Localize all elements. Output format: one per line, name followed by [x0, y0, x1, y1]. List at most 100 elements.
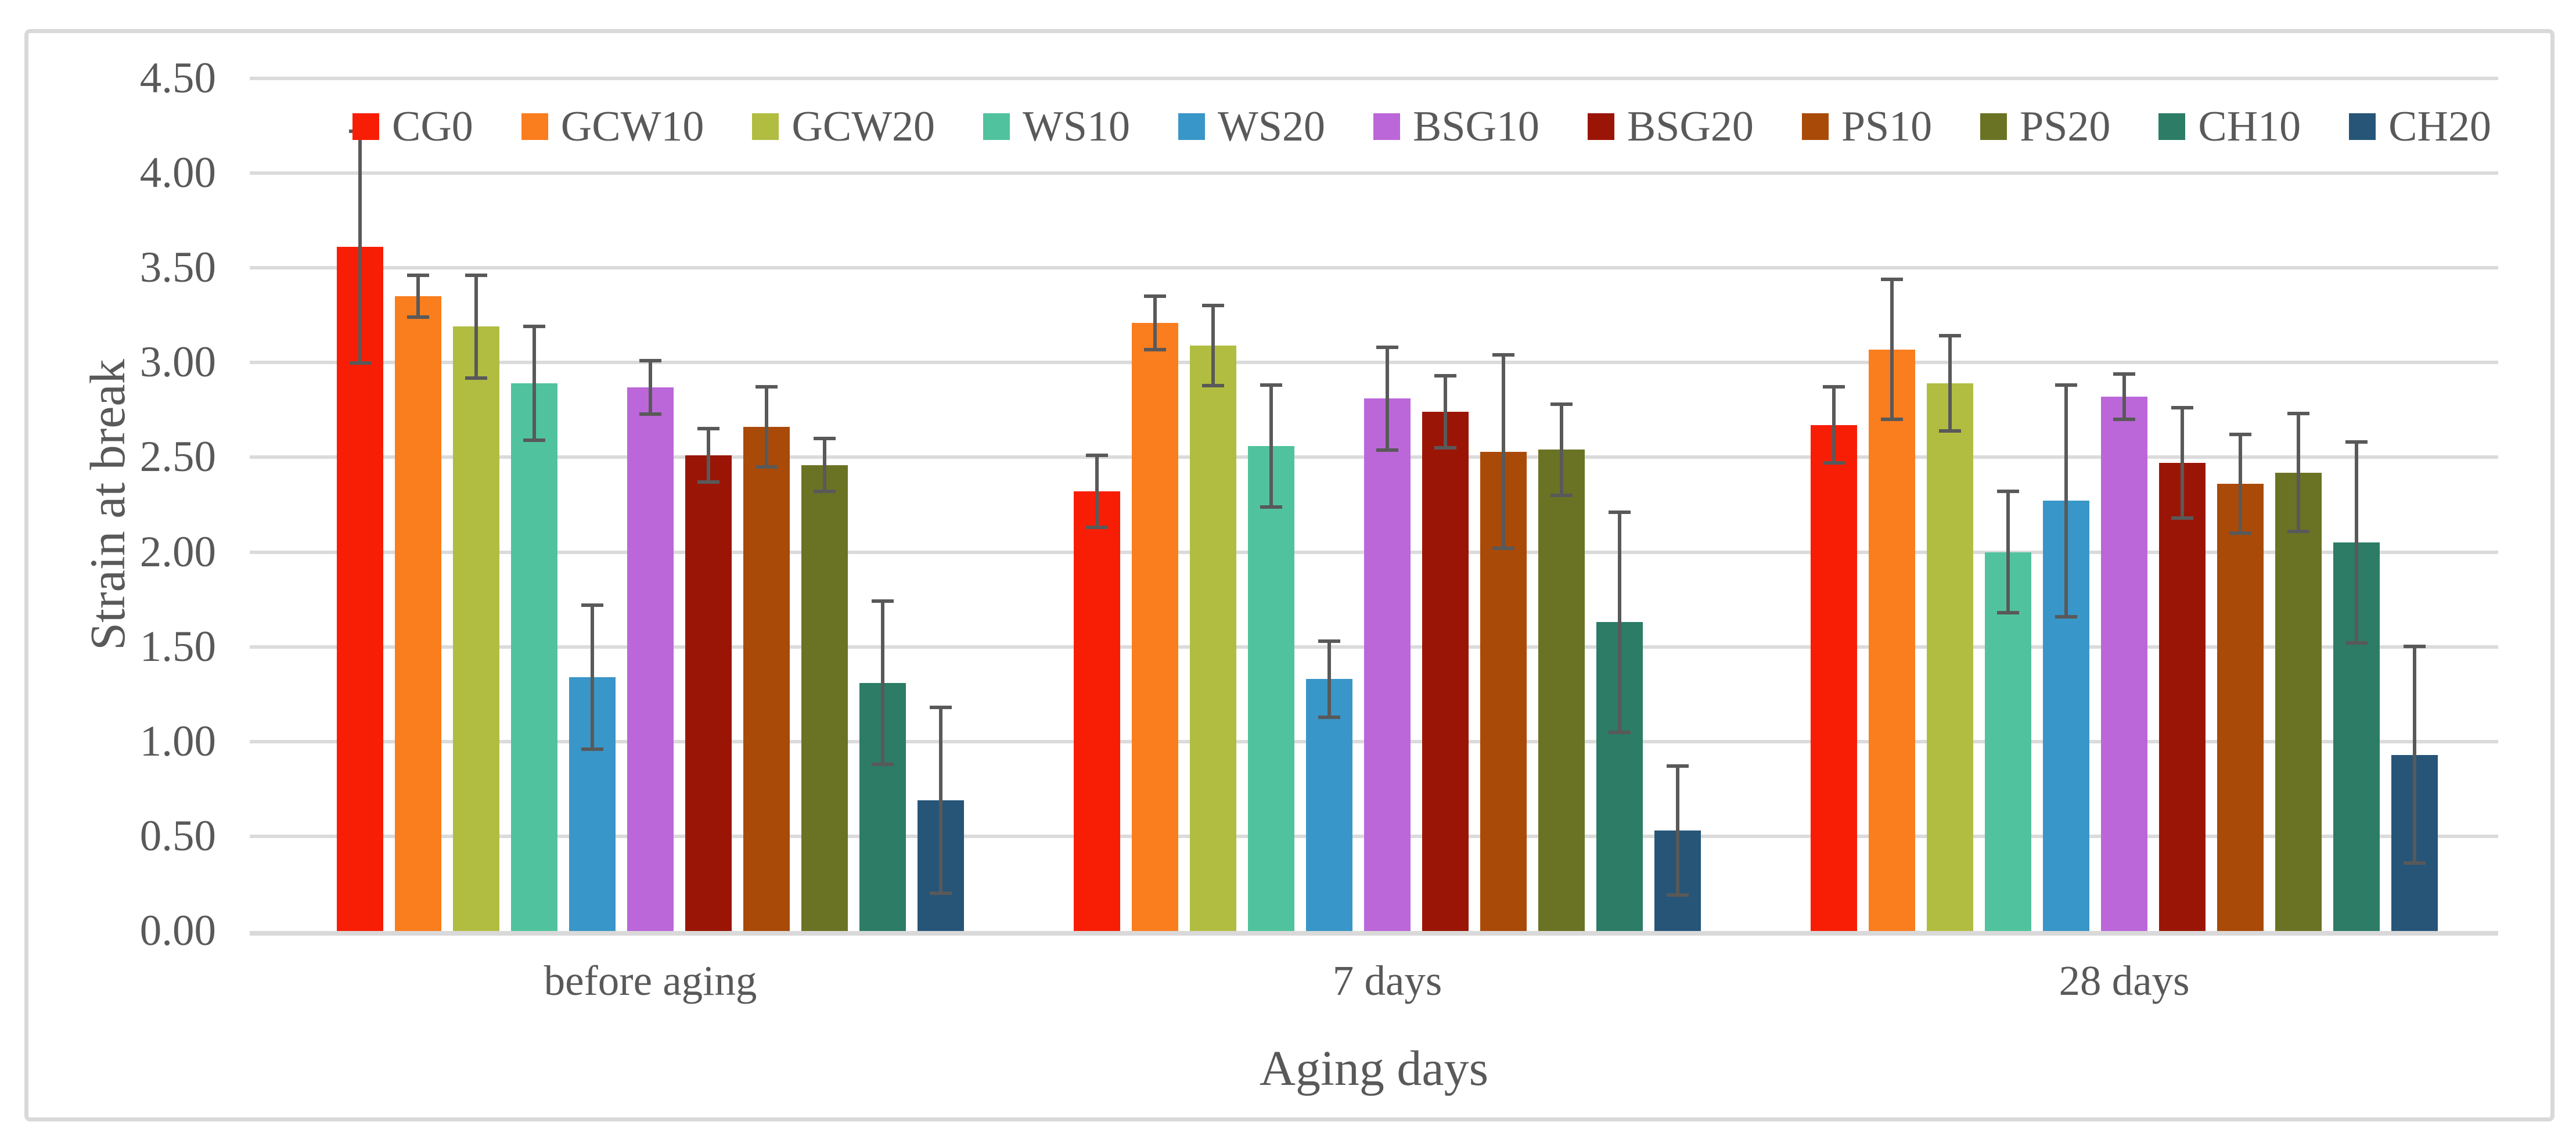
error-bar-cap-bottom-PS20-2: [1550, 493, 1573, 497]
error-bar-cap-bottom-CH20-2: [1667, 893, 1689, 897]
gridline: [250, 266, 2498, 270]
error-bar-cap-top-BSG10-1: [639, 358, 661, 362]
legend-label-PS10: PS10: [1841, 103, 1933, 150]
error-bar-line-WS20-2: [1327, 639, 1331, 719]
legend-label-PS20: PS20: [2020, 103, 2111, 150]
legend-label-CG0: CG0: [392, 103, 473, 150]
plot-area: [250, 77, 2498, 936]
error-bar-cap-bottom-WS10-2: [1260, 505, 1282, 509]
y-tick-label: 2.00: [139, 527, 216, 576]
legend-item-CH10: CH10: [2158, 105, 2301, 148]
error-bar-line-WS10-1: [533, 325, 536, 443]
error-bar-cap-bottom-GCW20-3: [1939, 429, 1961, 433]
legend-item-PS10: PS10: [1801, 103, 1933, 150]
error-bar-cap-top-GCW10-2: [1144, 294, 1166, 298]
error-bar-line-CH20-2: [1676, 764, 1679, 897]
error-bar-line-CH20-3: [2413, 645, 2416, 865]
legend-item-CH20: CH20: [2349, 105, 2491, 148]
error-bar-cap-top-CG0-3: [1823, 385, 1845, 389]
error-bar-cap-bottom-PS10-3: [2229, 531, 2251, 535]
error-bar-line-GCW10-2: [1153, 294, 1157, 351]
legend-swatch-GCW10: [521, 113, 548, 140]
error-bar-line-PS10-2: [1502, 353, 1505, 551]
legend-swatch-CH20: [2349, 113, 2376, 140]
bar-CG0-3: [1811, 425, 1857, 931]
legend-swatch-PS20: [1980, 113, 2007, 140]
error-bar-line-CH10-2: [1618, 510, 1621, 734]
category-label-7-days: 7 days: [1332, 957, 1442, 1004]
error-bar-cap-bottom-BSG10-3: [2113, 418, 2135, 422]
error-bar-line-BSG10-2: [1386, 345, 1389, 452]
error-bar-cap-bottom-PS20-3: [2287, 529, 2309, 533]
error-bar-cap-bottom-PS20-1: [814, 490, 836, 494]
bar-BSG10-1: [627, 387, 674, 931]
bar-group-28-days: [1811, 78, 2438, 931]
bar-WS20-2: [1306, 679, 1352, 931]
error-bar-cap-bottom-CH10-3: [2345, 641, 2368, 645]
error-bar-cap-top-PS10-2: [1492, 353, 1514, 357]
error-bar-cap-bottom-BSG20-1: [697, 480, 719, 484]
legend-swatch-WS20: [1178, 113, 1205, 140]
error-bar-line-CG0-2: [1095, 453, 1099, 530]
error-bar-cap-top-WS10-3: [1997, 489, 2019, 493]
legend-label-WS10: WS10: [1023, 103, 1131, 150]
error-bar-cap-top-PS20-3: [2287, 412, 2309, 416]
error-bar-cap-top-BSG10-3: [2113, 372, 2135, 376]
error-bar-line-BSG20-1: [707, 427, 710, 484]
bar-CG0-2: [1074, 491, 1120, 931]
error-bar-cap-bottom-CH20-3: [2404, 861, 2426, 865]
error-bar-line-BSG10-3: [2122, 372, 2126, 422]
bar-WS10-3: [1985, 552, 2031, 931]
bar-WS10-1: [511, 383, 557, 931]
y-tick-label: 0.00: [139, 907, 216, 955]
legend-item-WS20: WS20: [1178, 105, 1325, 148]
y-tick-label: 2.50: [139, 433, 216, 481]
error-bar-line-WS10-3: [2006, 489, 2010, 615]
error-bar-cap-bottom-GCW10-3: [1881, 418, 1903, 422]
legend-label-CH20: CH20: [2388, 103, 2491, 150]
bar-BSG20-1: [685, 455, 732, 931]
bar-PS20-1: [801, 465, 848, 931]
error-bar-cap-top-CH20-2: [1667, 764, 1689, 768]
error-bar-cap-top-PS10-3: [2229, 433, 2251, 437]
error-bar-line-CG0-3: [1832, 385, 1836, 465]
bar-GCW10-2: [1132, 322, 1178, 931]
error-bar-cap-bottom-GCW10-1: [407, 315, 429, 319]
y-axis-title: Strain at break: [80, 359, 135, 650]
error-bar-cap-bottom-BSG10-2: [1376, 448, 1398, 452]
error-bar-cap-top-WS20-3: [2055, 383, 2077, 387]
error-bar-cap-bottom-CG0-2: [1086, 526, 1108, 530]
error-bar-cap-bottom-BSG20-2: [1434, 446, 1456, 450]
legend-item-WS10: WS10: [983, 105, 1130, 148]
legend-swatch-CG0: [352, 113, 379, 140]
bar-GCW20-2: [1190, 345, 1236, 931]
error-bar-cap-top-PS20-1: [814, 436, 836, 440]
y-tick-label: 1.50: [139, 622, 216, 671]
legend-swatch-BSG10: [1373, 113, 1400, 140]
error-bar-cap-top-GCW10-3: [1881, 277, 1903, 281]
legend-item-BSG10: BSG10: [1373, 105, 1539, 148]
legend-label-BSG20: BSG20: [1627, 103, 1754, 150]
error-bar-cap-top-BSG20-2: [1434, 373, 1456, 378]
legend-swatch-CH10: [2158, 113, 2186, 140]
error-bar-line-BSG20-2: [1444, 373, 1447, 450]
error-bar-cap-bottom-PS10-2: [1492, 547, 1514, 551]
error-bar-cap-top-GCW20-2: [1202, 304, 1224, 308]
error-bar-cap-bottom-CG0-3: [1823, 461, 1845, 465]
legend-swatch-PS10: [1801, 113, 1829, 140]
error-bar-cap-bottom-GCW10-2: [1144, 347, 1166, 351]
gridline: [250, 361, 2498, 365]
error-bar-cap-top-CH10-2: [1609, 510, 1631, 514]
error-bar-cap-top-GCW20-1: [465, 274, 487, 277]
error-bar-line-CH10-3: [2355, 440, 2358, 645]
bar-group-before-aging: [337, 78, 964, 931]
error-bar-line-GCW20-2: [1211, 304, 1215, 387]
error-bar-cap-top-BSG10-2: [1376, 345, 1398, 349]
legend-label-WS20: WS20: [1218, 103, 1325, 150]
legend-swatch-WS10: [983, 113, 1010, 140]
error-bar-cap-top-BSG20-3: [2171, 406, 2193, 410]
error-bar-cap-top-CH20-1: [930, 705, 952, 709]
error-bar-cap-bottom-GCW20-1: [465, 376, 487, 380]
error-bar-cap-top-WS10-2: [1260, 383, 1282, 387]
